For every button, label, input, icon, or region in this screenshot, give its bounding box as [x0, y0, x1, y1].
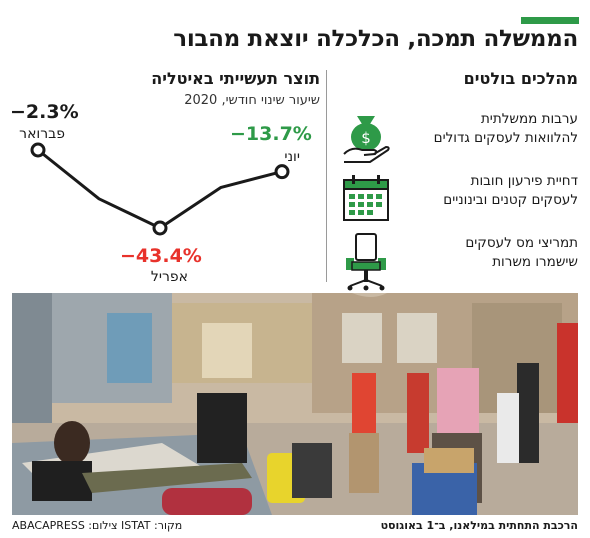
money-bag-hand-icon: $ — [343, 116, 390, 163]
measures-title: מהלכים בולטים — [463, 69, 578, 88]
measure-line2: להלוואות לעסקים גדולים — [433, 130, 578, 146]
photo-caption: הרכבת התחתית במילאנו, ב־1 באוגוסט — [380, 519, 578, 532]
measure-item-guarantee: ערבות ממשלתית להלוואות לעסקים גדולים $ — [340, 110, 578, 178]
label-jun-month: יוני — [284, 149, 300, 165]
column-divider — [326, 70, 327, 282]
label-feb-month: פברואר — [19, 126, 65, 142]
station-photo — [12, 293, 578, 515]
label-jun-value: ‎−13.7% — [230, 123, 312, 145]
calendar-icon — [343, 175, 389, 221]
label-apr-month: אפריל — [151, 269, 188, 285]
label-apr-value: ‎−43.4% — [120, 245, 202, 267]
svg-text:$: $ — [361, 129, 371, 147]
data-point — [152, 220, 168, 236]
accent-bar — [521, 17, 579, 24]
measure-text: תמריצי מס לעסקים שישמרו משרות — [408, 234, 578, 272]
credits: מקור: ISTAT צילום: ABACAPRESS — [12, 519, 183, 532]
office-chair-icon — [346, 233, 386, 291]
measure-line1: דחיית פירעון חובות — [470, 173, 578, 189]
chart-title: תוצר תעשייתי באיטליה — [151, 69, 320, 88]
label-feb-value: ‎−2.3% — [10, 101, 79, 123]
measure-line2: שישמרו משרות — [492, 254, 578, 270]
data-point — [274, 164, 290, 180]
measure-line1: ערבות ממשלתית — [480, 111, 578, 127]
data-point — [30, 142, 46, 158]
chart-subtitle: שיעור שינוי חודשי, 2020 — [184, 93, 320, 108]
measure-line2: לעסקים קטנים ובינוניים — [443, 192, 578, 208]
measure-text: דחיית פירעון חובות לעסקים קטנים ובינוניי… — [408, 172, 578, 210]
measure-item-tax-incentives: תמריצי מס לעסקים שישמרו משרות — [340, 233, 578, 302]
measure-item-debt-deferral: דחיית פירעון חובות לעסקים קטנים ובינוניי… — [340, 172, 578, 240]
station-scene-image — [12, 293, 578, 515]
measure-text: ערבות ממשלתית להלוואות לעסקים גדולים — [408, 110, 578, 148]
series-line — [37, 148, 283, 230]
line-chart: ‎−2.3% פברואר ‎−43.4% אפריל ‎−13.7% יוני — [10, 101, 312, 285]
measure-line1: תמריצי מס לעסקים — [465, 235, 578, 251]
headline: הממשלה תמכה, הכלכלה יוצאת מהבור — [173, 26, 578, 52]
